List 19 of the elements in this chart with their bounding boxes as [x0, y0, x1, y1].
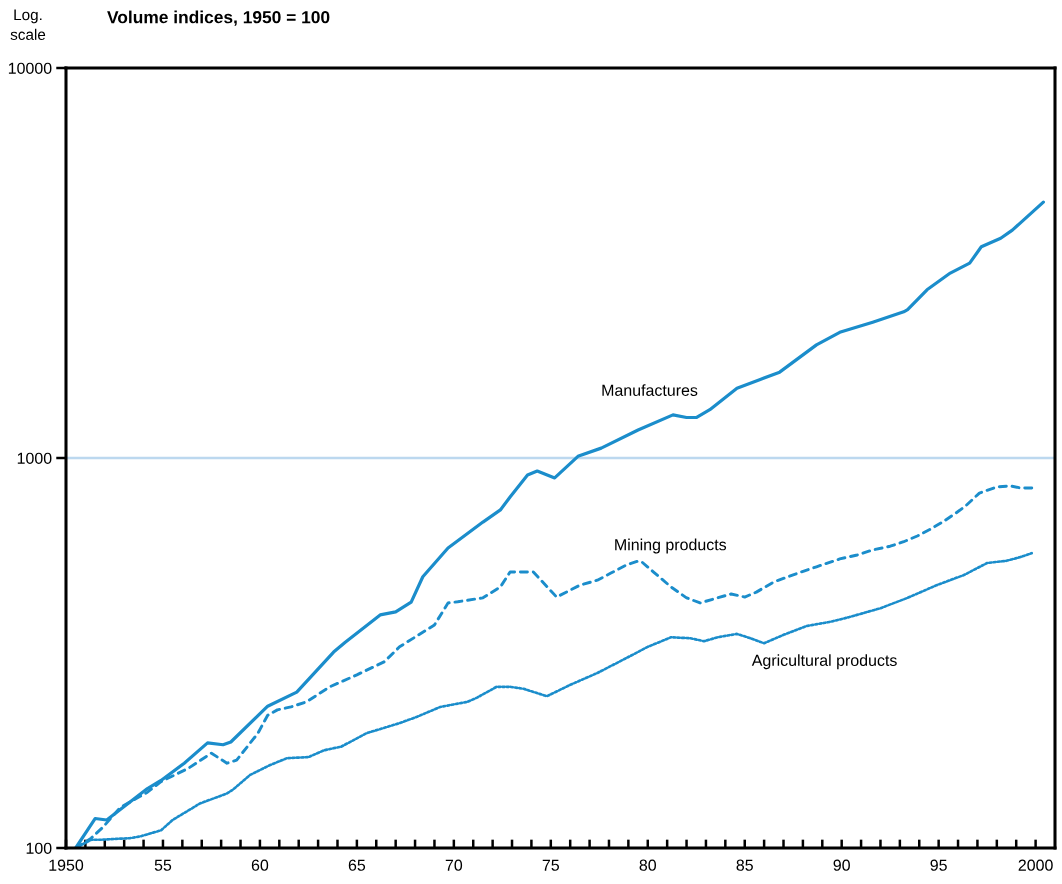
x-tick-label: 55: [154, 859, 172, 871]
x-tick-label: 1950: [49, 859, 84, 871]
x-tick-label: 80: [639, 859, 657, 871]
x-tick-label: 95: [930, 859, 947, 871]
x-tick-label: 90: [833, 859, 850, 871]
x-tick-label: 75: [542, 859, 560, 871]
x-tick-label: 2000: [1018, 859, 1053, 871]
x-tick-label: 85: [736, 859, 753, 871]
y-tick-label: 100: [26, 842, 52, 854]
y-tick-label: 1000: [17, 452, 52, 464]
series-label: Manufactures: [602, 384, 698, 396]
y-tick-label: 10000: [8, 62, 52, 74]
x-tick-label: 70: [445, 859, 463, 871]
series-label: Mining products: [615, 538, 727, 554]
y-axis-title: Log. scale: [10, 9, 46, 40]
x-tick-label: 60: [251, 859, 269, 871]
x-tick-label: 65: [348, 859, 366, 871]
series-label: Agricultural products: [751, 654, 897, 670]
chart-title: Volume indices, 1950 = 100: [107, 10, 330, 26]
